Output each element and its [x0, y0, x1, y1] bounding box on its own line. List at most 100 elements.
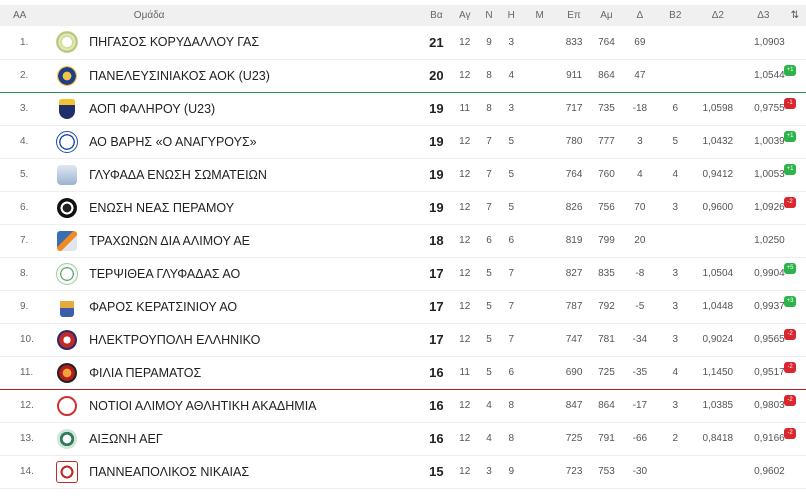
row-d2: 1,0448	[702, 301, 734, 312]
row-diff: -5	[635, 301, 645, 312]
row-scored: 723	[565, 466, 583, 477]
row-points: 20	[429, 68, 444, 83]
col-games[interactable]: Αγ	[458, 10, 471, 21]
row-against: 864	[598, 400, 615, 411]
row-team-name[interactable]: ΤΡΑΧΩΝΩΝ ΔΙΑ ΑΛΙΜΟΥ ΑΕ	[89, 233, 251, 248]
table-row[interactable]: 9. ΦΑΡΟΣ ΚΕΡΑΤΣΙΝΙΟΥ ΑΟ 17 12 5 7 787 79…	[0, 290, 806, 323]
table-row[interactable]: 12. ΝΟΤΙΟΙ ΑΛΙΜΟΥ ΑΘΛΗΤΙΚΗ ΑΚΑΔΗΜΙΑ 16 1…	[0, 389, 806, 422]
row-d2	[693, 26, 744, 59]
header-row: AA Ομάδα Βα Αγ Ν Η Μ Επ Αμ Δ Β2 Δ2 Δ3 ⇅	[0, 5, 806, 26]
row-points: 19	[429, 200, 444, 215]
row-position: 3.	[20, 103, 29, 114]
col-forfeits[interactable]: Μ	[535, 10, 544, 21]
row-team-name[interactable]: ΕΝΩΣΗ ΝΕΑΣ ΠΕΡΑΜΟΥ	[89, 200, 235, 215]
table-row[interactable]: 5. ΓΛΥΦΑΔΑ ΕΝΩΣΗ ΣΩΜΑΤΕΙΩΝ 19 12 7 5 764…	[0, 158, 806, 191]
col-losses[interactable]: Η	[507, 10, 515, 21]
row-points: 18	[429, 233, 444, 248]
row-team-name[interactable]: ΠΑΝΝΕΑΠΟΛΙΚΟΣ ΝΙΚΑΙΑΣ	[89, 464, 250, 479]
row-forfeits	[522, 257, 556, 290]
notioi-logo	[56, 395, 77, 416]
row-losses: 6	[508, 235, 515, 246]
row-d2: 0,8418	[702, 433, 734, 444]
position-change-badge: -2	[784, 427, 796, 439]
clipped-top-text: · · · · · · · · · · ·	[0, 0, 806, 5]
table-row[interactable]: 10. ΗΛΕΚΤΡΟΥΠΟΛΗ ΕΛΛΗΝΙΚΟ 17 12 5 7 747 …	[0, 323, 806, 356]
row-b2: 5	[672, 136, 679, 147]
trachones-logo	[56, 230, 77, 251]
row-team-name[interactable]: ΦΑΡΟΣ ΚΕΡΑΤΣΙΝΙΟΥ ΑΟ	[89, 299, 238, 314]
row-d2: 1,1450	[702, 367, 734, 378]
table-row[interactable]: 2. ΠΑΝΕΛΕΥΣΙΝΙΑΚΟΣ ΑΟΚ (U23) 20 12 8 4 9…	[0, 59, 806, 92]
col-pos[interactable]: AA	[13, 10, 27, 21]
row-d3: 1,0903	[754, 36, 785, 48]
row-team-name[interactable]: ΦΙΛΙΑ ΠΕΡΑΜΑΤΟΣ	[89, 365, 202, 380]
col-d3[interactable]: Δ3	[757, 10, 770, 21]
position-change-badge: -2	[784, 394, 796, 406]
row-wins: 5	[486, 301, 492, 312]
col-b2[interactable]: Β2	[669, 10, 682, 21]
col-scored[interactable]: Επ	[567, 10, 581, 21]
row-d2: 1,0504	[702, 268, 734, 279]
row-b2: 3	[672, 301, 679, 312]
row-scored: 780	[565, 136, 583, 147]
row-wins: 7	[486, 136, 492, 147]
col-against[interactable]: Αμ	[600, 10, 613, 21]
row-team-name[interactable]: ΝΟΤΙΟΙ ΑΛΙΜΟΥ ΑΘΛΗΤΙΚΗ ΑΚΑΔΗΜΙΑ	[89, 398, 317, 413]
row-wins: 5	[486, 367, 492, 378]
row-team-name[interactable]: ΗΛΕΚΤΡΟΥΠΟΛΗ ΕΛΛΗΝΙΚΟ	[89, 332, 261, 347]
row-team-name[interactable]: ΤΕΡΨΙΘΕΑ ΓΛΥΦΑΔΑΣ ΑΟ	[89, 266, 241, 281]
row-against: 735	[598, 103, 615, 114]
col-team[interactable]: Ομάδα	[133, 10, 165, 21]
col-points[interactable]: Βα	[430, 10, 443, 21]
row-against: 864	[598, 70, 615, 81]
row-losses: 8	[508, 433, 515, 444]
row-points: 17	[429, 299, 444, 314]
table-row[interactable]: 7. ΤΡΑΧΩΝΩΝ ΔΙΑ ΑΛΙΜΟΥ ΑΕ 18 12 6 6 819 …	[0, 224, 806, 257]
row-against: 791	[598, 433, 615, 444]
row-losses: 7	[508, 334, 515, 345]
row-points: 19	[429, 101, 444, 116]
row-team-name[interactable]: ΑΙΞΩΝΗ ΑΕΓ	[89, 431, 163, 446]
row-d3: 1,0039	[754, 136, 785, 147]
table-row[interactable]: 1. ΠΗΓΑΣΟΣ ΚΟΡΥΔΑΛΛΟΥ ΓΑΣ 21 12 9 3 833 …	[0, 26, 806, 59]
row-forfeits	[522, 356, 556, 389]
row-diff: 47	[634, 70, 646, 81]
row-against: 799	[598, 235, 615, 246]
row-losses: 5	[508, 136, 515, 147]
row-d3-cell: 1,0926 -2	[743, 191, 806, 224]
row-b2: 4	[672, 367, 679, 378]
row-team-name[interactable]: ΓΛΥΦΑΔΑ ΕΝΩΣΗ ΣΩΜΑΤΕΙΩΝ	[89, 167, 267, 182]
row-diff: 69	[634, 36, 646, 48]
position-change-badge: -2	[784, 361, 796, 373]
table-row[interactable]: 11. ΦΙΛΙΑ ΠΕΡΑΜΑΤΟΣ 16 11 5 6 690 725 -3…	[0, 356, 806, 389]
aixoni-logo	[56, 428, 77, 449]
table-row[interactable]: 3. ΑΟΠ ΦΑΛΗΡΟΥ (U23) 19 11 8 3 717 735 -…	[0, 92, 806, 125]
row-d2: 1,0385	[702, 400, 734, 411]
col-wins[interactable]: Ν	[485, 10, 493, 21]
terpsithea-logo	[55, 262, 78, 285]
row-team-name[interactable]: ΠΑΝΕΛΕΥΣΙΝΙΑΚΟΣ ΑΟΚ (U23)	[89, 68, 270, 83]
row-position: 5.	[20, 169, 29, 180]
table-row[interactable]: 4. ΑΟ ΒΑΡΗΣ «Ο ΑΝΑΓΥΡΟΥΣ» 19 12 7 5 780 …	[0, 125, 806, 158]
table-row[interactable]: 8. ΤΕΡΨΙΘΕΑ ΓΛΥΦΑΔΑΣ ΑΟ 17 12 5 7 827 83…	[0, 257, 806, 290]
col-d2[interactable]: Δ2	[711, 10, 724, 21]
row-games: 12	[459, 36, 471, 48]
col-diff[interactable]: Δ	[636, 10, 644, 21]
row-points: 17	[429, 266, 444, 281]
table-row[interactable]: 6. ΕΝΩΣΗ ΝΕΑΣ ΠΕΡΑΜΟΥ 19 12 7 5 826 756 …	[0, 191, 806, 224]
row-team-name[interactable]: ΑΟΠ ΦΑΛΗΡΟΥ (U23)	[89, 101, 216, 116]
table-row[interactable]: 13. ΑΙΞΩΝΗ ΑΕΓ 16 12 4 8 725 791 -66 2 0…	[0, 422, 806, 455]
row-forfeits	[522, 389, 556, 422]
row-d3-cell: 0,9937 +3	[743, 290, 806, 323]
table-row[interactable]: 14. ΠΑΝΝΕΑΠΟΛΙΚΟΣ ΝΙΚΑΙΑΣ 15 12 3 9 723 …	[0, 455, 806, 488]
row-scored: 827	[565, 268, 583, 279]
sort-icon[interactable]: ⇅	[790, 10, 799, 21]
row-against: 760	[598, 169, 615, 180]
row-wins: 8	[486, 103, 492, 114]
row-position: 13.	[20, 433, 34, 444]
row-scored: 764	[565, 169, 583, 180]
row-scored: 717	[565, 103, 583, 114]
row-team-name[interactable]: ΠΗΓΑΣΟΣ ΚΟΡΥΔΑΛΛΟΥ ΓΑΣ	[89, 35, 260, 50]
row-team-name[interactable]: ΑΟ ΒΑΡΗΣ «Ο ΑΝΑΓΥΡΟΥΣ»	[89, 134, 257, 149]
row-b2	[658, 224, 692, 257]
